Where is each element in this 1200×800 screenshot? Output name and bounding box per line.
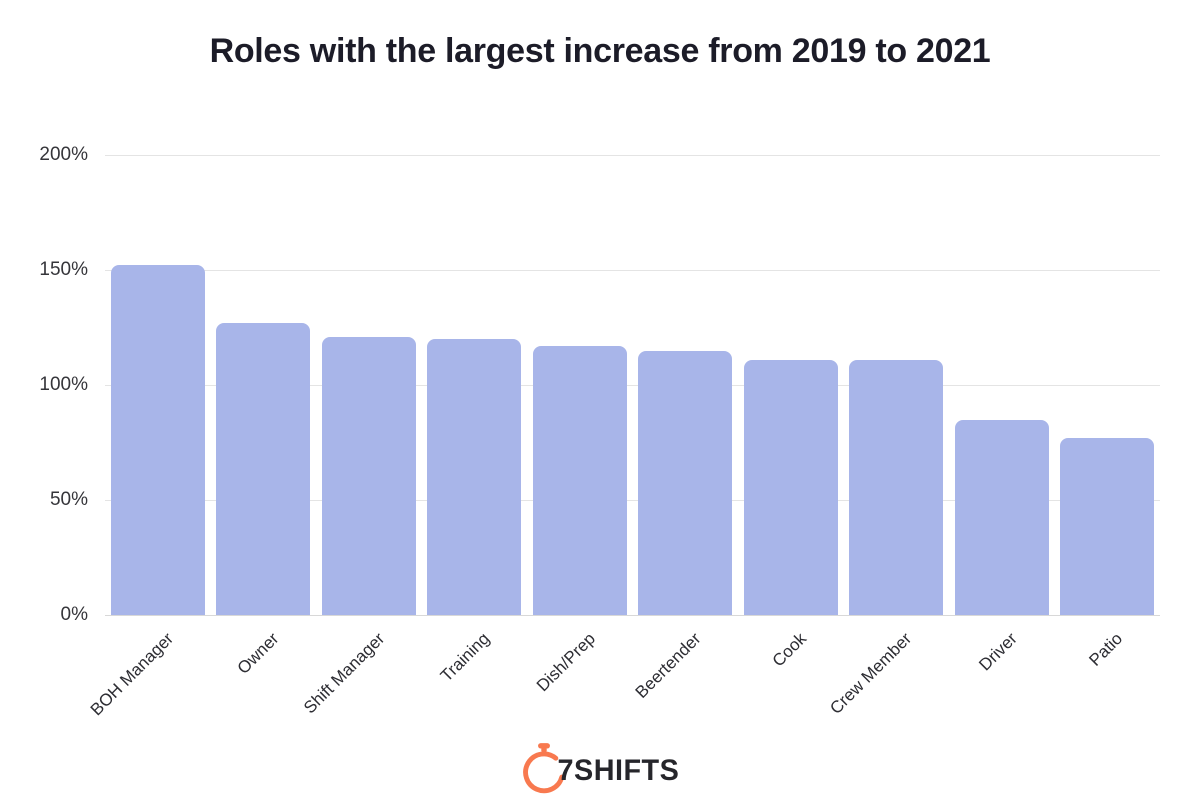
bar-slot xyxy=(316,155,422,615)
bar-crew-member xyxy=(849,359,944,615)
y-tick-label: 100% xyxy=(39,374,88,395)
chart-title: Roles with the largest increase from 201… xyxy=(209,32,991,70)
bar-dish-prep xyxy=(532,345,627,615)
x-tick-label: Training xyxy=(437,629,494,686)
x-tick-label: BOH Manager xyxy=(86,629,178,720)
y-tick-label: 0% xyxy=(60,604,88,625)
bar-slot xyxy=(211,155,317,615)
gridline xyxy=(105,500,1160,501)
gridline xyxy=(105,155,1160,156)
y-tick-label: 150% xyxy=(39,259,88,280)
bar-slot xyxy=(105,155,211,615)
x-tick-label: Owner xyxy=(233,629,283,678)
bar-slot xyxy=(738,155,844,615)
brand-logo-text: 7SHIFTS xyxy=(557,754,679,787)
bar-slot xyxy=(949,155,1055,615)
gridline xyxy=(105,270,1160,271)
x-tick-label: Crew Member xyxy=(826,629,916,718)
x-tick-label: Shift Manager xyxy=(299,629,389,718)
gridline xyxy=(105,385,1160,386)
bar-beertender xyxy=(638,350,733,615)
y-tick-label: 50% xyxy=(49,489,88,510)
bar-shift-manager xyxy=(321,336,416,615)
bar-slot xyxy=(844,155,950,615)
bar-slot xyxy=(633,155,739,615)
bar-boh-manager xyxy=(110,265,205,615)
x-axis-labels: BOH Manager Owner Shift Manager Training Dis… xyxy=(87,615,1160,755)
bar-series xyxy=(105,155,1160,615)
bar-slot xyxy=(1055,155,1161,615)
y-tick-label: 200% xyxy=(39,144,88,165)
bar-driver xyxy=(954,419,1049,615)
bar-training xyxy=(427,339,522,615)
x-tick-label: Cook xyxy=(768,629,811,671)
x-tick-label: Dish/Prep xyxy=(532,629,600,696)
plot-area: BOH Manager Owner Shift Manager Training Dis… xyxy=(39,144,1160,719)
bar-cook xyxy=(743,359,838,615)
brand-logo: 7SHIFTS xyxy=(0,742,1200,794)
stopwatch-icon xyxy=(522,743,564,794)
bar-patio xyxy=(1060,437,1155,615)
bar-slot xyxy=(527,155,633,615)
x-tick-label: Patio xyxy=(1085,629,1127,670)
bar-owner xyxy=(216,322,311,615)
x-tick-label: Beertender xyxy=(631,629,705,702)
bar-slot xyxy=(422,155,528,615)
x-tick-label: Driver xyxy=(975,629,1022,675)
